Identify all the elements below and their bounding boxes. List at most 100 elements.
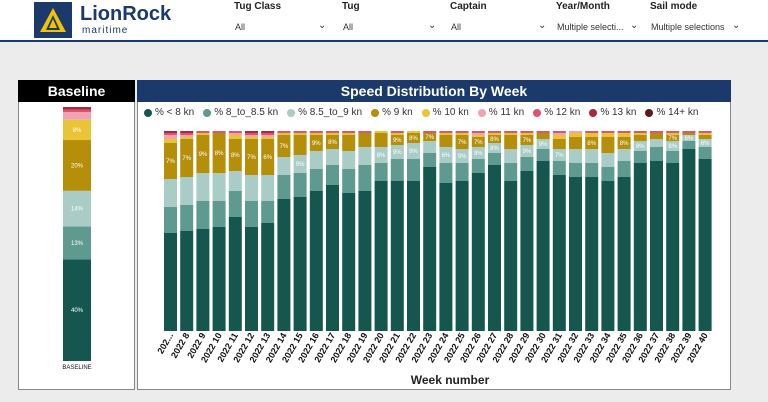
bar-segment[interactable] (682, 131, 696, 133)
bar-segment[interactable] (261, 201, 275, 223)
bar-segment[interactable] (633, 151, 647, 163)
bar-segment[interactable] (277, 157, 291, 175)
bar-segment[interactable] (488, 131, 501, 133)
bar-segment[interactable] (698, 139, 712, 147)
bar-segment[interactable] (536, 139, 550, 149)
bar-segment[interactable] (164, 179, 177, 207)
bar-segment[interactable] (342, 151, 356, 169)
bar-segment[interactable] (520, 131, 534, 133)
bar-segment[interactable] (374, 181, 388, 331)
bar-segment[interactable] (601, 153, 615, 167)
bar-segment[interactable] (326, 185, 339, 331)
bar-segment[interactable] (552, 139, 566, 149)
bar-segment[interactable] (617, 177, 631, 331)
bar-segment[interactable] (374, 163, 388, 181)
bar-segment[interactable] (471, 137, 485, 147)
baseline-segment[interactable] (63, 226, 91, 260)
bar-segment[interactable] (390, 131, 404, 133)
legend-item[interactable]: % 8_to_8.5 kn (203, 107, 278, 118)
bar-segment[interactable] (650, 147, 663, 161)
bar-segment[interactable] (569, 149, 582, 163)
bar-segment[interactable] (407, 131, 420, 133)
bar-segment[interactable] (326, 135, 339, 149)
bar-segment[interactable] (552, 149, 566, 161)
bar-segment[interactable] (617, 161, 631, 177)
bar-segment[interactable] (666, 131, 680, 133)
filter-tug[interactable]: Tug All ⌄ (342, 1, 436, 39)
bar-segment[interactable] (180, 205, 194, 231)
bar-segment[interactable] (228, 139, 242, 171)
bar-segment[interactable] (212, 201, 226, 227)
bar-segment[interactable] (536, 161, 550, 331)
bar-segment[interactable] (698, 133, 712, 135)
bar-segment[interactable] (633, 131, 647, 133)
bar-segment[interactable] (617, 133, 631, 137)
bar-segment[interactable] (261, 223, 275, 331)
bar-segment[interactable] (423, 131, 437, 133)
bar-segment[interactable] (342, 131, 356, 133)
bar-segment[interactable] (504, 149, 518, 163)
bar-segment[interactable] (164, 207, 177, 233)
bar-segment[interactable] (698, 159, 712, 331)
bar-segment[interactable] (196, 131, 210, 133)
bar-segment[interactable] (520, 135, 534, 145)
bar-segment[interactable] (228, 135, 242, 139)
bar-segment[interactable] (569, 177, 582, 331)
bar-segment[interactable] (666, 133, 680, 135)
bar-segment[interactable] (407, 159, 420, 181)
bar-segment[interactable] (245, 175, 258, 201)
bar-segment[interactable] (455, 135, 469, 149)
bar-segment[interactable] (180, 139, 194, 177)
bar-segment[interactable] (326, 165, 339, 185)
bar-segment[interactable] (569, 131, 582, 133)
bar-segment[interactable] (552, 133, 566, 135)
filter-value[interactable]: All (343, 22, 354, 32)
bar-segment[interactable] (374, 147, 388, 163)
bar-segment[interactable] (585, 137, 599, 149)
bar-segment[interactable] (164, 233, 177, 331)
bar-segment[interactable] (666, 141, 680, 151)
bar-segment[interactable] (650, 139, 663, 147)
bar-segment[interactable] (212, 131, 226, 133)
baseline-segment[interactable] (63, 119, 91, 141)
bar-segment[interactable] (342, 133, 356, 135)
filter-tug-class[interactable]: Tug Class All ⌄ (234, 1, 328, 39)
chevron-down-icon[interactable]: ⌄ (630, 20, 639, 31)
chevron-down-icon[interactable]: ⌄ (538, 20, 547, 31)
bar-segment[interactable] (536, 133, 550, 139)
bar-segment[interactable] (439, 131, 453, 133)
bar-segment[interactable] (504, 163, 518, 181)
bar-segment[interactable] (293, 173, 307, 197)
bar-segment[interactable] (666, 151, 680, 163)
bar-segment[interactable] (180, 231, 194, 331)
bar-segment[interactable] (682, 141, 696, 149)
chevron-down-icon[interactable]: ⌄ (428, 20, 437, 31)
bar-segment[interactable] (682, 135, 696, 141)
bar-segment[interactable] (326, 131, 339, 133)
chevron-down-icon[interactable]: ⌄ (732, 20, 741, 31)
bar-segment[interactable] (585, 177, 599, 331)
bar-segment[interactable] (212, 133, 226, 173)
bar-segment[interactable] (309, 135, 323, 151)
bar-segment[interactable] (682, 133, 696, 135)
bar-segment[interactable] (423, 133, 437, 141)
baseline-segment[interactable] (63, 190, 91, 227)
bar-segment[interactable] (309, 131, 323, 133)
legend-item[interactable]: % < 8 kn (144, 107, 194, 118)
legend-item[interactable]: % 11 kn (477, 107, 524, 118)
bar-segment[interactable] (245, 227, 258, 331)
baseline-segment[interactable] (63, 259, 91, 361)
bar-segment[interactable] (504, 135, 518, 149)
bar-segment[interactable] (423, 153, 437, 167)
bar-segment[interactable] (520, 145, 534, 157)
legend-item[interactable]: % 8.5_to_9 kn (287, 107, 362, 118)
bar-segment[interactable] (488, 143, 501, 153)
bar-segment[interactable] (164, 133, 177, 135)
bar-segment[interactable] (228, 171, 242, 191)
bar-segment[interactable] (277, 135, 291, 157)
bar-segment[interactable] (277, 199, 291, 331)
bar-segment[interactable] (326, 149, 339, 165)
baseline-segment[interactable] (63, 107, 91, 110)
bar-segment[interactable] (277, 131, 291, 133)
bar-segment[interactable] (536, 149, 550, 161)
